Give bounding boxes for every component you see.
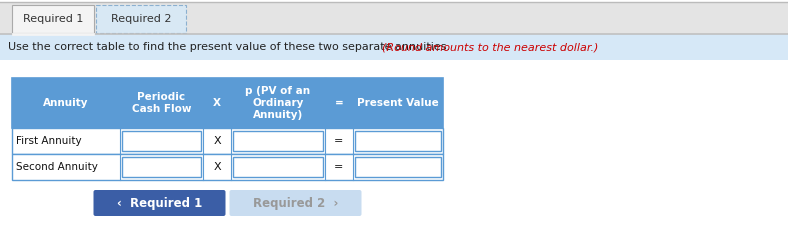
- Text: Present Value: Present Value: [357, 98, 439, 108]
- Text: (Round amounts to the nearest dollar.): (Round amounts to the nearest dollar.): [382, 42, 599, 52]
- Text: Annuity: Annuity: [43, 98, 89, 108]
- Text: ‹  Required 1: ‹ Required 1: [117, 197, 203, 210]
- Text: Periodic
Cash Flow: Periodic Cash Flow: [132, 92, 191, 114]
- Text: Required 1: Required 1: [23, 14, 84, 24]
- FancyBboxPatch shape: [12, 154, 443, 180]
- FancyBboxPatch shape: [355, 131, 441, 151]
- FancyBboxPatch shape: [122, 157, 201, 177]
- FancyBboxPatch shape: [0, 2, 788, 34]
- FancyBboxPatch shape: [12, 5, 94, 33]
- FancyBboxPatch shape: [229, 190, 362, 216]
- Text: p (PV of an
Ordinary
Annuity): p (PV of an Ordinary Annuity): [245, 86, 310, 121]
- Text: =: =: [335, 98, 344, 108]
- Text: X: X: [214, 162, 221, 172]
- Text: Required 2  ›: Required 2 ›: [253, 197, 338, 210]
- Text: X: X: [213, 98, 221, 108]
- FancyBboxPatch shape: [12, 78, 443, 128]
- FancyBboxPatch shape: [233, 157, 323, 177]
- FancyBboxPatch shape: [355, 157, 441, 177]
- Text: First Annuity: First Annuity: [16, 136, 82, 146]
- Text: X: X: [214, 136, 221, 146]
- FancyBboxPatch shape: [0, 34, 788, 60]
- Text: Required 2: Required 2: [111, 14, 171, 24]
- FancyBboxPatch shape: [96, 5, 186, 33]
- FancyBboxPatch shape: [122, 131, 201, 151]
- FancyBboxPatch shape: [94, 190, 225, 216]
- Text: Use the correct table to find the present value of these two separate annuities.: Use the correct table to find the presen…: [8, 42, 454, 52]
- FancyBboxPatch shape: [12, 128, 443, 154]
- Text: =: =: [334, 136, 344, 146]
- Text: =: =: [334, 162, 344, 172]
- Text: Second Annuity: Second Annuity: [16, 162, 98, 172]
- FancyBboxPatch shape: [233, 131, 323, 151]
